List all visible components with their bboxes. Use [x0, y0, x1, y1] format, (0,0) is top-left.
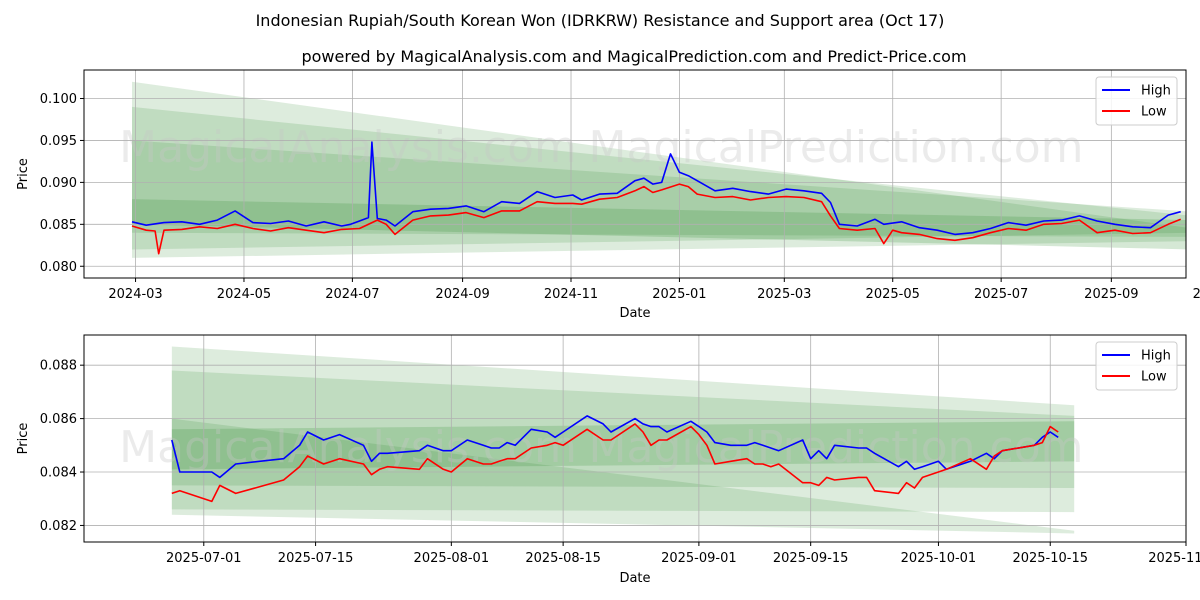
chart-panel-2: MagicalAnalysis.com MagicalPrediction.com… — [16, 334, 1200, 586]
chart-title: Indonesian Rupiah/South Korean Won (IDRK… — [256, 11, 945, 30]
watermark-text: MagicalPrediction.com — [589, 122, 1084, 173]
legend-label-high: High — [1141, 349, 1171, 364]
x-tick-label: 2025-07 — [974, 287, 1028, 302]
legend-label-low: Low — [1141, 105, 1167, 120]
y-tick-label: 0.090 — [40, 176, 77, 191]
y-axis-label: Price — [16, 423, 31, 455]
y-tick-label: 0.086 — [40, 412, 77, 427]
x-axis-label: Date — [619, 571, 650, 586]
resistance-support-band — [131, 81, 1186, 258]
x-tick-label: 2024-05 — [217, 287, 271, 302]
x-tick-label: 2025-07-15 — [278, 551, 354, 566]
plot-frame — [83, 334, 1187, 543]
x-tick-label: 2025-07-01 — [166, 551, 242, 566]
x-tick-label: 2025-03 — [757, 287, 811, 302]
x-tick-label: 2024-07 — [325, 287, 379, 302]
x-tick-label: 2025-11-01 — [1148, 551, 1200, 566]
y-tick-label: 0.088 — [40, 359, 77, 374]
y-tick-label: 0.084 — [40, 466, 77, 481]
x-tick-label: 2025-09-01 — [661, 551, 737, 566]
x-tick-label: 2024-09 — [435, 287, 489, 302]
series-line-high — [171, 415, 1059, 479]
chart-subtitle: powered by MagicalAnalysis.com and Magic… — [301, 47, 966, 66]
series-line-low — [131, 183, 1181, 255]
resistance-support-band — [171, 418, 1075, 534]
legend: High Low — [1095, 341, 1178, 391]
series-group — [131, 141, 1181, 255]
resistance-support-band — [131, 140, 1186, 250]
y-tick-label: 0.095 — [40, 134, 77, 149]
x-axis-label: Date — [619, 306, 650, 321]
x-tick-label: 2025-01 — [652, 287, 706, 302]
legend: High Low — [1095, 76, 1178, 126]
y-tick-label: 0.082 — [40, 519, 77, 534]
x-tick-label: 2025-11 — [1193, 287, 1200, 302]
y-tick-label: 0.080 — [40, 260, 77, 275]
x-tick-label: 2025-10-01 — [901, 551, 977, 566]
series-group — [171, 415, 1059, 503]
resistance-support-band — [131, 106, 1186, 237]
x-tick-label: 2025-08-01 — [414, 551, 490, 566]
x-tick-label: 2025-09 — [1084, 287, 1138, 302]
band-group — [171, 346, 1075, 534]
legend-label-low: Low — [1141, 370, 1167, 385]
resistance-support-band — [171, 370, 1075, 489]
x-tick-label: 2025-09-15 — [773, 551, 849, 566]
watermark-text: MagicalAnalysis.com — [119, 422, 577, 473]
x-tick-label: 2025-05 — [866, 287, 920, 302]
band-group — [131, 81, 1186, 258]
series-line-high — [131, 141, 1181, 236]
x-tick-label: 2024-11 — [544, 287, 598, 302]
x-tick-label: 2024-03 — [108, 287, 162, 302]
plot-frame — [83, 69, 1187, 279]
y-tick-label: 0.100 — [40, 92, 77, 107]
series-line-low — [171, 423, 1059, 503]
chart-panel-1: MagicalAnalysis.com MagicalPrediction.com… — [16, 69, 1200, 321]
x-tick-label: 2025-10-15 — [1012, 551, 1088, 566]
x-tick-label: 2025-08-15 — [525, 551, 601, 566]
y-tick-label: 0.085 — [40, 218, 77, 233]
legend-label-high: High — [1141, 84, 1171, 99]
watermark-text: MagicalAnalysis.com — [119, 122, 577, 173]
y-axis-label: Price — [16, 158, 31, 190]
resistance-support-band — [171, 421, 1075, 470]
resistance-support-band — [171, 346, 1075, 513]
